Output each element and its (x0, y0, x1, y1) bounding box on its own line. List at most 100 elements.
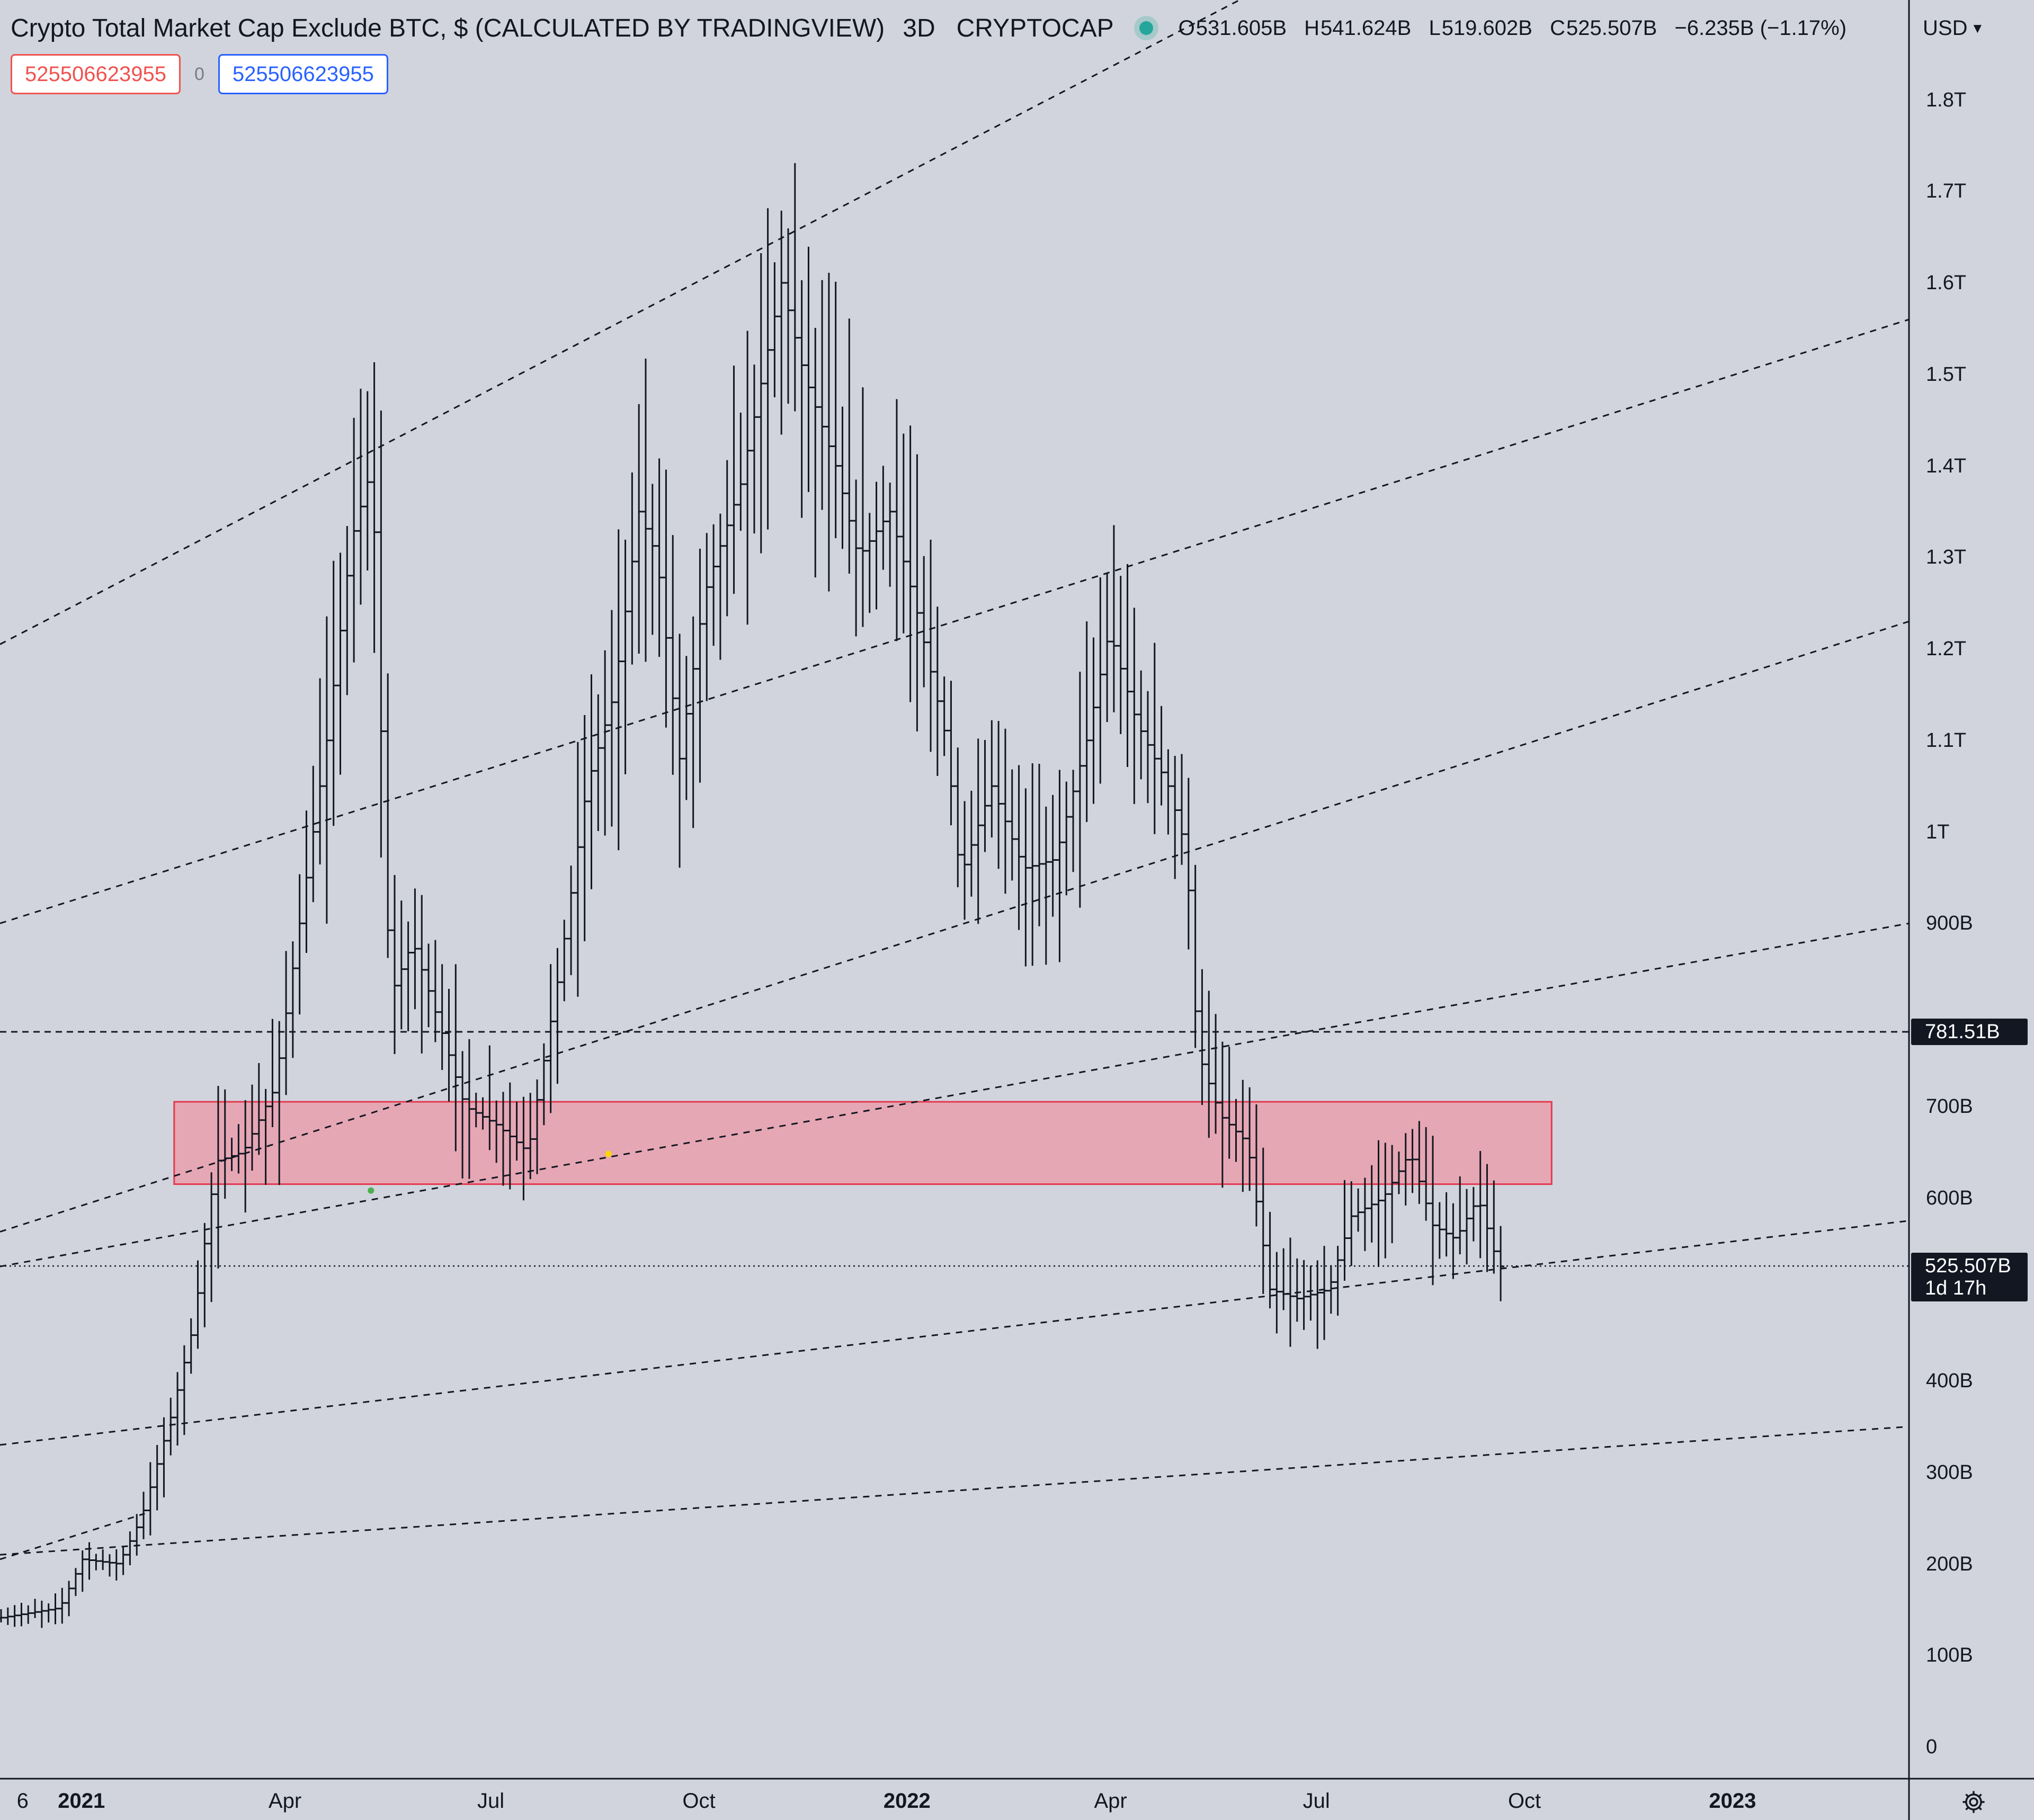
ohlc-bar (296, 874, 304, 1015)
ohlc-bar (798, 280, 806, 518)
time-tick-label: 2022 (883, 1789, 931, 1813)
exchange-label: CRYPTOCAP (956, 14, 1114, 42)
trend-line (0, 1513, 145, 1560)
ohlc-bar (1069, 770, 1077, 872)
currency-selector[interactable]: USD ▼ (1923, 10, 1984, 47)
ohlc-bar (676, 634, 684, 868)
ohlc-bar (1266, 1211, 1274, 1309)
ohlc-bar (621, 539, 629, 774)
time-tick-label: Apr (268, 1789, 302, 1813)
ohlc-bar (1042, 806, 1050, 965)
ohlc-bar (628, 472, 636, 665)
open-key: O (1178, 16, 1195, 40)
marker-dot (605, 1150, 612, 1157)
ohlc-bar (730, 365, 738, 594)
gear-icon[interactable] (1960, 1788, 1987, 1816)
timeframe-label[interactable]: 3D (903, 14, 935, 42)
ohlc-bar (1361, 1177, 1369, 1251)
ohlc-bar (1029, 763, 1037, 966)
ohlc-bar (641, 359, 649, 662)
ohlc-bar (99, 1549, 107, 1571)
ohlc-bar (1150, 643, 1158, 834)
price-tick-label: 700B (1926, 1095, 1973, 1118)
ohlc-bar (845, 318, 853, 574)
ohlc-bar (1035, 764, 1043, 926)
time-tick-label: Apr (1094, 1789, 1127, 1813)
time-tick-label: 2023 (1709, 1789, 1756, 1813)
trend-line (0, 0, 1242, 645)
ohlc-bar (370, 362, 378, 653)
ohlc-bar (384, 673, 392, 958)
ohlc-bar (1022, 788, 1030, 967)
ohlc-bar (105, 1554, 113, 1577)
ohlc-bar (1178, 754, 1186, 865)
ohlc-bar (655, 458, 663, 657)
price-tick-label: 1.4T (1926, 454, 1967, 477)
ohlc-bar (431, 940, 439, 1042)
ohlc-bar (1307, 1265, 1315, 1321)
ohlc-bar (1076, 672, 1084, 908)
ohlc-bar (425, 943, 433, 1028)
ohlc-bar (1110, 525, 1118, 712)
ohlc-bar (757, 253, 765, 554)
price-tick-label: 1.3T (1926, 546, 1967, 569)
high-key: H (1304, 16, 1320, 40)
ohlc-bar (560, 920, 568, 1002)
ohlc-bar (1300, 1260, 1308, 1330)
price-tick-label: 1.1T (1926, 729, 1967, 752)
ohlc-bar (289, 941, 297, 1058)
price-tick-label: 900B (1926, 912, 1973, 935)
market-status-dot (1139, 21, 1153, 35)
ohlc-bar (92, 1554, 100, 1571)
ohlc-bar (744, 331, 752, 625)
ohlc-bar (44, 1603, 52, 1623)
ohlc-bar (587, 674, 595, 889)
ohlc-bar (581, 715, 588, 941)
ohlc-bar (208, 1172, 216, 1302)
ohlc-bar (1354, 1188, 1362, 1232)
ohlc-bar (886, 483, 894, 587)
right-value-field[interactable]: 525506623955 (218, 54, 388, 94)
ohlc-bar (682, 656, 690, 800)
ohlc-bar (791, 163, 799, 412)
ohlc-bar (635, 404, 643, 654)
ohlc-bar (906, 425, 914, 702)
price-tick-label: 400B (1926, 1370, 1973, 1392)
ohlc-bar (187, 1318, 195, 1374)
time-tick-label: 2021 (58, 1789, 105, 1813)
ohlc-bar (31, 1599, 39, 1618)
ohlc-bar (1056, 770, 1064, 962)
indicator-inputs: 525506623955 0 525506623955 (11, 54, 388, 94)
ohlc-bar (51, 1593, 59, 1625)
ohlc-bar (601, 650, 609, 836)
ohlc-bar (445, 988, 453, 1102)
ohlc-bar (1157, 706, 1165, 806)
ohlc-bar (1049, 795, 1057, 917)
ohlc-bar (72, 1568, 79, 1596)
ohlc-bar (811, 327, 819, 578)
ohlc-bar (1348, 1181, 1355, 1266)
ohlc-bar (825, 272, 833, 592)
ohlc-bar (859, 387, 867, 627)
time-tick-label: Oct (682, 1789, 716, 1813)
ohlc-bar (282, 951, 290, 1095)
ohlc-bar (38, 1600, 46, 1628)
price-tick-label: 1.2T (1926, 638, 1967, 660)
middle-value-label: 0 (194, 64, 204, 84)
ohlc-bar (153, 1444, 161, 1511)
ohlc-bar (594, 694, 602, 831)
price-tick-label: 1.5T (1926, 363, 1967, 386)
ohlc-bar (920, 556, 928, 688)
symbol-title[interactable]: Crypto Total Market Cap Exclude BTC, $ (… (11, 14, 885, 42)
ohlc-bar (1123, 564, 1131, 767)
ohlc-bar (1442, 1192, 1450, 1257)
ohlc-bar (648, 484, 656, 635)
ohlc-bar (350, 417, 358, 663)
ohlc-bar (438, 964, 446, 1070)
left-value-field[interactable]: 525506623955 (11, 54, 181, 94)
price-tick-label: 1.6T (1926, 272, 1967, 294)
ohlc-bar (872, 481, 880, 610)
high-value: 541.624B (1321, 16, 1412, 40)
ohlc-bar (160, 1417, 168, 1497)
